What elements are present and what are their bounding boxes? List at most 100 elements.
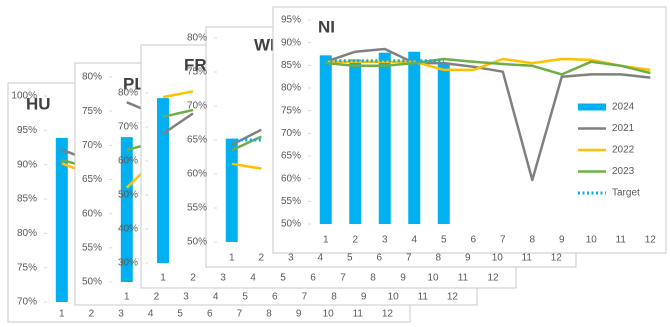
y-tick-label: 65% [281, 151, 301, 162]
x-tick-label: 8 [370, 273, 376, 284]
x-tick-label: 9 [361, 292, 367, 303]
y-tick-label: 75% [82, 106, 102, 117]
x-tick-label: 10 [492, 253, 504, 264]
line-series [231, 135, 262, 152]
y-tick-label: 80% [17, 228, 37, 239]
legend-label: Target [612, 188, 640, 199]
legend-label: 2021 [612, 123, 635, 134]
y-tick-label: 75% [187, 67, 207, 78]
y-tick-label: 80% [281, 83, 301, 94]
y-tick-label: 60% [281, 173, 301, 184]
x-tick-label: 7 [302, 292, 308, 303]
y-tick-label: 90% [281, 37, 301, 48]
x-tick-label: 4 [411, 235, 417, 246]
y-tick-label: 75% [17, 262, 37, 273]
y-tick-label: 40% [118, 224, 138, 235]
x-tick-label: 4 [213, 292, 219, 303]
bar [120, 137, 133, 282]
y-tick-label: 60% [118, 156, 138, 167]
x-tick-label: 12 [487, 273, 499, 284]
x-tick-label: 1 [124, 292, 130, 303]
y-tick-label: 60% [187, 169, 207, 180]
x-tick-label: 6 [207, 309, 213, 320]
y-tick-label: 50% [82, 277, 102, 288]
y-tick-label: 55% [82, 242, 102, 253]
x-tick-label: 4 [148, 309, 154, 320]
x-tick-label: 3 [220, 273, 226, 284]
x-tick-label: 1 [160, 273, 166, 284]
y-tick-label: 70% [17, 297, 37, 308]
x-tick-label: 5 [441, 235, 447, 246]
x-tick-label: 11 [616, 235, 627, 246]
y-tick-label: 65% [187, 135, 207, 146]
x-tick-label: 11 [418, 292, 429, 303]
y-tick-label: 50% [281, 219, 301, 230]
legend-label: 2022 [612, 145, 635, 156]
y-tick-label: 75% [281, 105, 301, 116]
line-series [231, 128, 262, 146]
x-tick-label: 9 [559, 235, 565, 246]
y-tick-label: 85% [17, 194, 37, 205]
y-tick-label: 70% [281, 128, 301, 139]
x-tick-label: 6 [470, 235, 476, 246]
legend-label: 2024 [612, 102, 635, 113]
x-tick-label: 11 [522, 253, 533, 264]
x-tick-label: 5 [177, 309, 183, 320]
x-tick-label: 11 [353, 309, 364, 320]
x-tick-label: 5 [347, 253, 353, 264]
x-tick-label: 4 [250, 273, 256, 284]
line-series [162, 112, 194, 135]
x-tick-label: 1 [323, 235, 329, 246]
x-tick-label: 8 [266, 309, 272, 320]
x-tick-label: 9 [400, 273, 406, 284]
card-background [272, 6, 667, 254]
y-tick-label: 30% [118, 258, 138, 269]
bar [55, 137, 68, 302]
y-tick-label: 50% [118, 190, 138, 201]
x-tick-label: 5 [280, 273, 286, 284]
x-tick-label: 10 [427, 273, 439, 284]
bar [349, 59, 362, 224]
chart-title: NI [318, 17, 335, 36]
x-tick-label: 12 [645, 235, 657, 246]
y-tick-label: 70% [187, 101, 207, 112]
y-tick-label: 80% [118, 88, 138, 99]
line-series [325, 57, 651, 76]
x-tick-label: 12 [382, 309, 394, 320]
x-tick-label: 7 [237, 309, 243, 320]
x-tick-label: 3 [382, 235, 388, 246]
bar [408, 51, 421, 224]
x-tick-label: 7 [500, 235, 506, 246]
legend-swatch [578, 103, 606, 111]
x-tick-label: 7 [340, 273, 346, 284]
bar [319, 55, 332, 224]
bar [157, 98, 169, 263]
x-tick-label: 2 [352, 235, 358, 246]
x-tick-label: 2 [89, 309, 95, 320]
y-tick-label: 100% [11, 91, 37, 102]
bar [225, 138, 238, 242]
y-tick-label: 95% [281, 15, 301, 26]
x-tick-label: 12 [447, 292, 459, 303]
x-tick-label: 7 [406, 253, 412, 264]
x-tick-label: 3 [288, 253, 294, 264]
x-tick-label: 4 [317, 253, 323, 264]
y-tick-label: 55% [187, 203, 207, 214]
y-tick-label: 60% [82, 208, 102, 219]
line-series [325, 47, 651, 182]
y-tick-label: 70% [118, 122, 138, 133]
bar [378, 52, 391, 224]
legend-label: 2023 [612, 166, 635, 177]
y-tick-label: 65% [82, 174, 102, 185]
y-tick-label: 55% [281, 196, 301, 207]
line-series [162, 90, 194, 99]
x-tick-label: 3 [118, 309, 124, 320]
chart-title: PL [123, 74, 145, 93]
bar [437, 63, 450, 224]
line-series [162, 108, 194, 119]
x-tick-label: 5 [242, 292, 248, 303]
x-tick-label: 10 [323, 309, 335, 320]
x-tick-label: 12 [551, 253, 563, 264]
